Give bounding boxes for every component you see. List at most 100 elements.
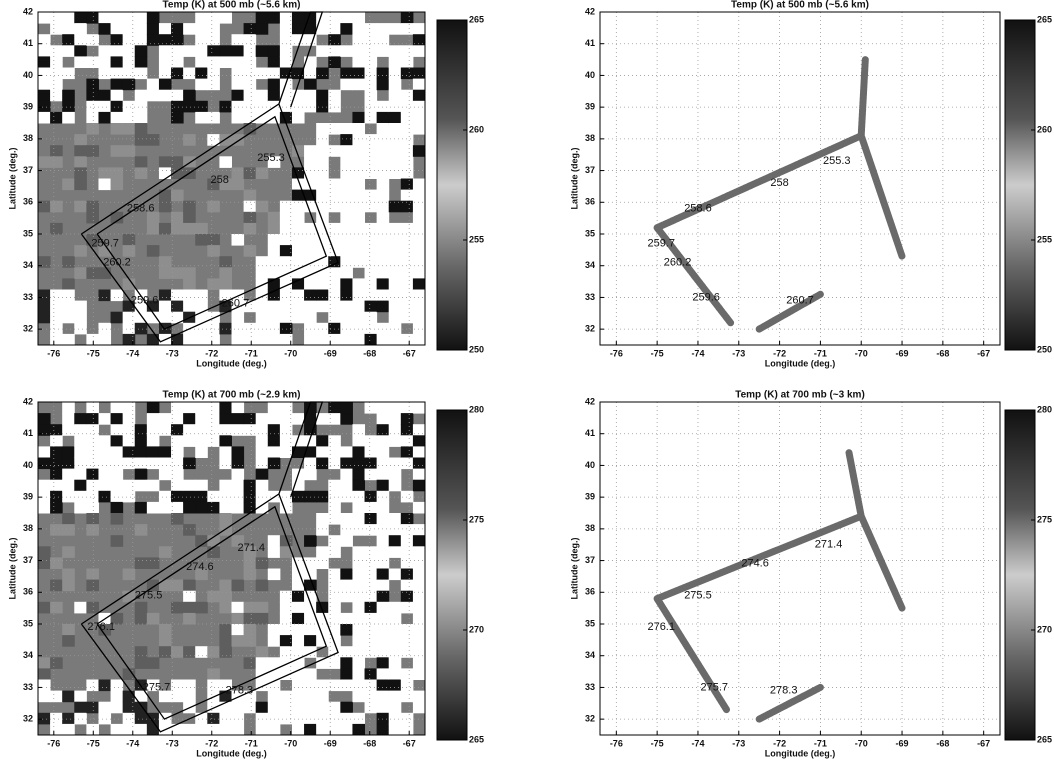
cloud-pixel bbox=[304, 712, 317, 725]
cloud-pixel bbox=[62, 300, 75, 313]
cloud-pixel bbox=[207, 56, 220, 68]
cloud-pixel bbox=[412, 579, 426, 592]
cloud-pixel bbox=[146, 579, 160, 592]
cloud-pixel bbox=[231, 402, 245, 414]
cloud-pixel bbox=[98, 56, 112, 68]
cloud-pixel bbox=[158, 78, 172, 91]
cloud-pixel bbox=[74, 134, 87, 146]
cloud-pixel bbox=[304, 690, 317, 703]
cloud-pixel bbox=[219, 424, 232, 436]
cloud-pixel bbox=[316, 612, 329, 625]
cloud-pixel bbox=[146, 300, 160, 313]
cloud-pixel bbox=[412, 289, 426, 302]
cloud-pixel bbox=[183, 45, 196, 57]
cloud-pixel bbox=[267, 679, 281, 692]
cloud-pixel bbox=[231, 413, 245, 425]
cloud-pixel bbox=[86, 490, 99, 503]
cloud-pixel bbox=[352, 322, 366, 335]
cloud-pixel bbox=[364, 256, 378, 268]
cloud-pixel bbox=[400, 89, 414, 102]
cloud-pixel bbox=[62, 457, 75, 470]
y-tick-label: 32 bbox=[585, 324, 595, 334]
cloud-pixel bbox=[207, 78, 220, 91]
cloud-pixel bbox=[364, 568, 378, 581]
cloud-pixel bbox=[158, 23, 172, 35]
cloud-pixel bbox=[291, 590, 305, 603]
cloud-pixel bbox=[304, 701, 317, 714]
cloud-pixel bbox=[207, 413, 220, 425]
cloud-pixel bbox=[38, 34, 51, 46]
cloud-pixel bbox=[171, 222, 184, 235]
cloud-pixel bbox=[388, 657, 402, 669]
y-tick-label: 41 bbox=[23, 38, 33, 48]
cloud-pixel bbox=[86, 479, 99, 492]
cloud-pixel bbox=[316, 200, 329, 213]
cloud-pixel bbox=[412, 535, 426, 547]
cloud-pixel bbox=[376, 322, 390, 335]
cloud-pixel bbox=[134, 424, 148, 436]
cloud-pixel bbox=[412, 234, 426, 246]
cloud-pixel bbox=[183, 278, 196, 290]
cloud-pixel bbox=[388, 23, 402, 35]
cloud-pixel bbox=[352, 424, 366, 436]
cloud-pixel bbox=[62, 624, 75, 636]
cloud-pixel bbox=[86, 501, 99, 514]
x-tick-label: -75 bbox=[651, 738, 664, 748]
x-tick-label: -73 bbox=[166, 738, 179, 748]
cloud-pixel bbox=[316, 524, 329, 536]
cloud-pixel bbox=[400, 45, 414, 57]
cloud-pixel bbox=[243, 490, 257, 503]
cloud-pixel bbox=[340, 322, 353, 335]
cloud-pixel bbox=[267, 712, 281, 725]
cloud-pixel bbox=[388, 646, 402, 658]
cloud-pixel bbox=[279, 413, 293, 425]
cloud-pixel bbox=[255, 23, 269, 35]
cloud-pixel bbox=[219, 413, 232, 425]
cloud-pixel bbox=[50, 435, 63, 447]
cloud-pixel bbox=[255, 413, 269, 425]
cloud-pixel bbox=[328, 311, 341, 324]
cloud-pixel bbox=[207, 34, 220, 46]
cloud-pixel bbox=[183, 333, 196, 346]
cloud-pixel bbox=[291, 679, 305, 692]
cloud-pixel bbox=[86, 579, 99, 592]
cloud-pixel bbox=[171, 646, 184, 658]
cloud-pixel bbox=[328, 189, 341, 202]
cloud-pixel bbox=[267, 300, 281, 313]
cloud-pixel bbox=[316, 546, 329, 558]
cloud-pixel bbox=[207, 278, 220, 290]
cloud-pixel bbox=[219, 490, 232, 503]
cloud-pixel bbox=[50, 490, 63, 503]
cloud-pixel bbox=[110, 402, 124, 414]
cloud-pixel bbox=[207, 723, 220, 736]
cloud-pixel bbox=[340, 490, 353, 503]
cloud-pixel bbox=[352, 12, 366, 24]
y-tick-label: 34 bbox=[585, 260, 595, 270]
cloud-pixel bbox=[376, 612, 390, 625]
cloud-pixel bbox=[219, 690, 232, 703]
cloud-pixel bbox=[279, 535, 293, 547]
x-tick-label: -73 bbox=[166, 348, 179, 358]
cloud-pixel bbox=[291, 167, 305, 179]
annotation: 276.1 bbox=[87, 621, 115, 633]
cloud-pixel bbox=[231, 601, 245, 614]
cloud-pixel bbox=[98, 23, 112, 35]
cloud-pixel bbox=[304, 535, 317, 547]
cloud-pixel bbox=[243, 300, 257, 313]
cloud-pixel bbox=[195, 479, 208, 492]
cloud-pixel bbox=[291, 200, 305, 213]
cloud-pixel bbox=[304, 167, 317, 179]
cloud-pixel bbox=[195, 78, 208, 91]
cloud-pixel bbox=[400, 12, 414, 24]
y-tick-label: 38 bbox=[585, 133, 595, 143]
cloud-pixel bbox=[267, 245, 281, 257]
cloud-pixel bbox=[62, 690, 75, 703]
x-tick-label: -68 bbox=[363, 738, 376, 748]
cloud-pixel bbox=[183, 413, 196, 425]
colorbar-tick-label: 260 bbox=[469, 124, 484, 134]
cloud-pixel bbox=[304, 322, 317, 335]
cloud-pixel bbox=[134, 322, 148, 335]
y-axis-label: Latitude (deg.) bbox=[569, 538, 579, 600]
cloud-pixel bbox=[62, 45, 75, 57]
cloud-pixel bbox=[328, 200, 341, 213]
